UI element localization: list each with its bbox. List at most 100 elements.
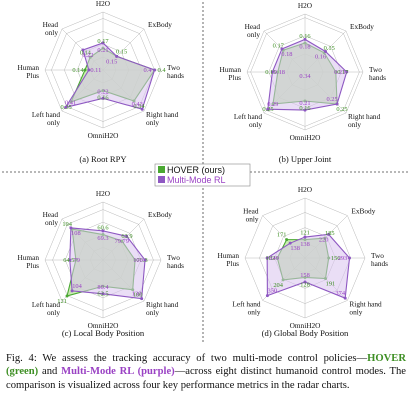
data-point-multi-right-hand-only — [343, 296, 347, 300]
value-label-hover-right-hand-only: 0.34 — [133, 103, 145, 110]
data-point-multi-human-plus — [265, 256, 269, 260]
axis-label-left-hand-only: Left hand only — [234, 112, 263, 129]
panel-caption: (d) Global Body Position — [262, 328, 349, 338]
legend-swatch-multi — [158, 176, 165, 183]
value-label-hover-head-only: 104 — [62, 221, 72, 228]
legend-box — [154, 163, 251, 187]
legend-label-hover: HOVER (ours) — [167, 165, 225, 175]
axis-label-head-only: Head only — [43, 210, 59, 227]
value-label-multi-omnih2o: 0.22 — [97, 88, 108, 95]
value-label-hover-right-hand-only: 191 — [326, 280, 336, 287]
axis-label-head-only: Head only — [43, 20, 59, 37]
data-point-multi-human-plus — [270, 70, 274, 74]
value-label-multi-two-hands: 0.4 — [144, 67, 153, 74]
axis-label-omnih2o: OmniH2O — [290, 321, 321, 330]
value-label-hover-h2o: 60.6 — [97, 225, 108, 232]
data-point-multi-exbody — [324, 49, 328, 53]
value-label-hover-two-hands: 0.4 — [158, 67, 167, 74]
radar-panel-global-body-position: 121 1851561911282041821711382202933741583… — [218, 185, 389, 338]
data-point-multi-right-hand-only — [335, 102, 339, 106]
value-label-hover-exbody: 0.15 — [116, 48, 127, 55]
value-label-hover-left-hand-only: 0.25 — [262, 106, 273, 113]
radar-panel-upper-joint: 0.160.150.170.250.160.250.150.17 0.180.16… — [220, 1, 387, 164]
value-label-multi-left-hand-only: 0.29 — [267, 101, 278, 108]
value-label-multi-omnih2o: 158 — [300, 272, 310, 279]
extra-value-label: 0.34 — [299, 73, 311, 80]
value-label-multi-h2o: 69.3 — [97, 235, 108, 242]
value-label-hover-h2o: 121 — [300, 230, 310, 237]
radar-panel-root-rpy: 0.17 0.15 0.4 0.34 0.16 0.35 0.14 0.14 0.21 0.15 0… — [18, 0, 185, 164]
value-label-multi-two-hands: 100 — [133, 257, 143, 264]
value-label-multi-right-hand-only: 130 — [132, 291, 142, 298]
axis-label-human-plus: Human Plus — [18, 63, 40, 80]
caption-prefix: Fig. 4: We assess the tracking accuracy … — [6, 353, 368, 364]
axis-label-right-hand-only: Right hand only — [348, 112, 381, 129]
value-label-multi-human-plus: 0.11 — [90, 67, 101, 74]
value-label-hover-head-only: 0.14 — [80, 49, 92, 56]
axis-label-left-hand-only: Left hand only — [232, 299, 261, 316]
axis-label-head-only: Head only — [243, 207, 259, 224]
legend-label-multi: Multi-Mode RL — [167, 175, 226, 185]
axis-label-exbody: ExBody — [148, 20, 172, 29]
data-point-multi-right-hand-only — [140, 297, 144, 301]
value-label-hover-omnih2o: 0.16 — [299, 105, 310, 112]
axis-label-human-plus: Human Plus — [18, 253, 40, 270]
value-label-hover-left-hand-only: 204 — [273, 282, 283, 289]
value-label-multi-head-only: 108 — [71, 230, 81, 237]
caption-multi: Multi-Mode RL (purple) — [61, 366, 175, 378]
data-point-hover-human-plus — [83, 68, 87, 72]
axis-label-head-only: Head only — [245, 22, 261, 39]
axis-label-h2o: H2O — [96, 0, 110, 8]
panel-caption: (c) Local Body Position — [62, 328, 145, 338]
figure-caption: Fig. 4: We assess the tracking accuracy … — [6, 352, 406, 392]
value-label-multi-human-plus: 79 — [74, 257, 80, 264]
axis-label-right-hand-only: Right hand only — [349, 299, 382, 316]
axis-label-two-hands: Two hands — [167, 253, 184, 270]
data-point-multi-exbody — [327, 232, 331, 236]
data-point-multi-h2o — [101, 41, 105, 45]
data-point-multi-two-hands — [345, 70, 349, 74]
value-label-hover-left-hand-only: 121 — [57, 298, 67, 305]
value-label-multi-exbody: 0.15 — [106, 58, 117, 65]
legend-swatch-hover — [158, 166, 165, 173]
axis-label-h2o: H2O — [96, 189, 110, 198]
value-label-hover-two-hands: 76.3 — [136, 257, 147, 264]
value-label-hover-human-plus: 182 — [266, 255, 276, 262]
value-label-multi-omnih2o: 80.4 — [97, 284, 109, 291]
data-point-multi-exbody — [125, 234, 129, 238]
data-point-multi-left-hand-only — [70, 289, 74, 293]
value-label-multi-head-only: 0.22 — [82, 52, 93, 59]
data-point-multi-two-hands — [143, 258, 147, 262]
value-label-hover-omnih2o: 62.5 — [97, 290, 108, 297]
value-label-multi-head-only: 0.18 — [281, 51, 292, 58]
data-point-multi-exbody — [115, 54, 119, 58]
data-point-multi-head-only — [280, 47, 284, 51]
axis-label-omnih2o: OmniH2O — [88, 131, 119, 140]
value-label-hover-head-only: 171 — [277, 232, 287, 239]
value-label-multi-h2o: 138 — [300, 241, 310, 248]
data-point-multi-h2o — [101, 229, 105, 233]
radar-figure: 0.170.150.40.340.160.350.140.14 0.210.150… — [2, 0, 410, 342]
value-label-multi-left-hand-only: 0.41 — [65, 99, 76, 106]
data-point-multi-left-hand-only — [64, 105, 68, 109]
axis-label-right-hand-only: Right hand only — [146, 110, 179, 127]
data-point-multi-two-hands — [153, 68, 157, 72]
value-label-hover-right-hand-only: 100 — [133, 292, 143, 299]
caption-suffix: —across eight distinct humanoid control … — [6, 366, 407, 391]
axis-label-exbody: ExBody — [148, 210, 172, 219]
panel-caption: (b) Upper Joint — [279, 154, 332, 164]
axis-label-left-hand-only: Left hand only — [32, 300, 61, 317]
value-label-multi-right-hand-only: 374 — [335, 290, 345, 297]
axis-label-two-hands: Two hands — [369, 65, 386, 82]
value-label-hover-two-hands: 0.17 — [337, 69, 349, 76]
caption-hover: HOVER (green) — [6, 353, 406, 378]
axis-label-right-hand-only: Right hand only — [146, 300, 179, 317]
data-point-multi-omnih2o — [303, 108, 307, 112]
data-point-multi-human-plus — [87, 68, 91, 72]
value-label-hover-exbody: 185 — [325, 230, 335, 237]
value-label-multi-head-only: 138 — [290, 245, 300, 252]
value-label-hover-head-only: 0.17 — [273, 42, 285, 49]
value-label-multi-exbody: 220 — [319, 236, 329, 243]
legend: HOVER (ours) Multi-Mode RL — [154, 163, 251, 187]
